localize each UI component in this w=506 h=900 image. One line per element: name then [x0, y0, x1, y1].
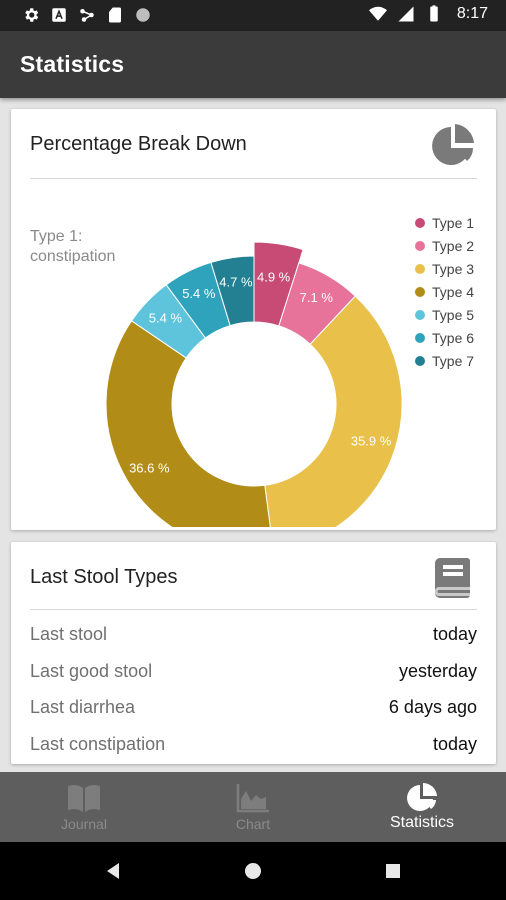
stat-value: today [432, 624, 477, 644]
stat-value: today [432, 734, 477, 754]
legend-label: Type 6 [432, 329, 475, 346]
nav-label-statistics: Statistics [389, 814, 454, 831]
battery-icon [430, 5, 438, 22]
legend-item-type-7: Type 7 [415, 349, 474, 372]
stat-label: Last good stool [30, 661, 153, 681]
slice-label-type-5: 5.4 % [149, 311, 183, 326]
nav-label-journal: Journal [61, 816, 107, 832]
chart-legend: Type 1 Type 2 Type 3 Type 4 Type 5 Type 6 Type… [415, 211, 474, 372]
breakdown-card-title: Percentage Break Down [30, 133, 247, 155]
pie-slice-type-4[interactable] [105, 320, 273, 527]
donut-inner-ring [172, 322, 336, 486]
selected-slice-type: Type 1: [30, 228, 83, 245]
wifi-icon [368, 6, 387, 21]
stat-label: Last diarrhea [30, 697, 136, 717]
share-icon [80, 9, 94, 22]
bottom-navigation: Journal Chart Statistics [0, 772, 506, 842]
status-bar: 8:17 [0, 0, 506, 31]
recents-icon[interactable] [385, 863, 401, 879]
stat-label: Last stool [30, 624, 108, 644]
slice-label-type-1: 4.9 % [257, 270, 291, 285]
record-icon [136, 8, 150, 22]
stat-label: Last constipation [30, 734, 166, 754]
slice-label-type-4: 36.6 % [129, 461, 170, 476]
slice-label-type-2: 7.1 % [300, 290, 334, 305]
legend-swatch [415, 263, 425, 274]
legend-label: Type 2 [432, 237, 475, 254]
legend-item-type-4: Type 4 [415, 280, 474, 303]
legend-item-type-5: Type 5 [415, 303, 474, 326]
pie-slice-type-7[interactable] [210, 255, 255, 327]
legend-item-type-1: Type 1 [415, 211, 474, 234]
status-left-icons [22, 6, 152, 24]
nav-item-chart[interactable]: Chart [169, 772, 337, 842]
nav-label-chart: Chart [235, 816, 271, 832]
legend-item-type-6: Type 6 [415, 326, 474, 349]
system-navigation-bar [0, 842, 506, 900]
donut-chart[interactable]: 4.9 %7.1 %35.9 %36.6 %5.4 %5.4 %4.7 % [11, 197, 496, 527]
stat-value: 6 days ago [388, 697, 477, 717]
legend-item-type-2: Type 2 [415, 234, 474, 257]
slice-label-type-3: 35.9 % [351, 434, 392, 449]
page-title: Statistics [20, 51, 125, 77]
stool-divider [30, 609, 477, 610]
book-icon [434, 558, 470, 598]
nav-item-statistics[interactable]: Statistics [338, 772, 506, 842]
pie-chart-icon [407, 782, 437, 811]
last-stool-types-card: Last Stool Types Last stool today Last g… [11, 542, 496, 764]
legend-swatch [415, 355, 425, 366]
pie-chart-icon [432, 124, 474, 165]
stat-row-last-good-stool: Last good stool yesterday [30, 661, 477, 691]
stat-row-last-diarrhea: Last diarrhea 6 days ago [30, 697, 477, 727]
sd-card-icon [109, 7, 121, 23]
legend-label: Type 5 [432, 306, 475, 323]
slice-label-type-6: 5.4 % [182, 286, 216, 301]
selected-slice-label: Type 1: constipation [30, 227, 115, 267]
signal-icon [398, 6, 414, 22]
nav-item-journal[interactable]: Journal [0, 772, 168, 842]
stool-card-title: Last Stool Types [30, 566, 178, 588]
stat-value: yesterday [398, 661, 477, 681]
legend-swatch [415, 332, 425, 343]
legend-label: Type 3 [432, 260, 475, 277]
legend-label: Type 1 [432, 214, 475, 231]
breakdown-divider [30, 178, 477, 179]
legend-label: Type 4 [432, 283, 475, 300]
stat-row-last-constipation: Last constipation today [30, 734, 477, 764]
legend-swatch [415, 286, 425, 297]
app-bar: Statistics [0, 31, 506, 98]
percentage-breakdown-card: Percentage Break Down Type 1: constipati… [11, 109, 496, 530]
legend-item-type-3: Type 3 [415, 257, 474, 280]
stat-row-last-stool: Last stool today [30, 624, 477, 654]
slice-label-type-7: 4.7 % [219, 274, 253, 289]
home-icon[interactable] [244, 862, 262, 880]
legend-label: Type 7 [432, 352, 475, 369]
pie-slice-type-3[interactable] [264, 295, 403, 527]
back-icon[interactable] [104, 862, 122, 880]
book-open-icon [68, 784, 100, 812]
selected-slice-description: constipation [30, 248, 116, 265]
gear-icon [25, 8, 39, 22]
legend-swatch [415, 217, 425, 228]
legend-swatch [415, 240, 425, 251]
status-right-icons: 8:17 [368, 5, 488, 23]
legend-swatch [415, 309, 425, 320]
notification-icon [52, 8, 66, 22]
area-chart-icon [236, 784, 269, 813]
status-time: 8:17 [456, 5, 488, 22]
